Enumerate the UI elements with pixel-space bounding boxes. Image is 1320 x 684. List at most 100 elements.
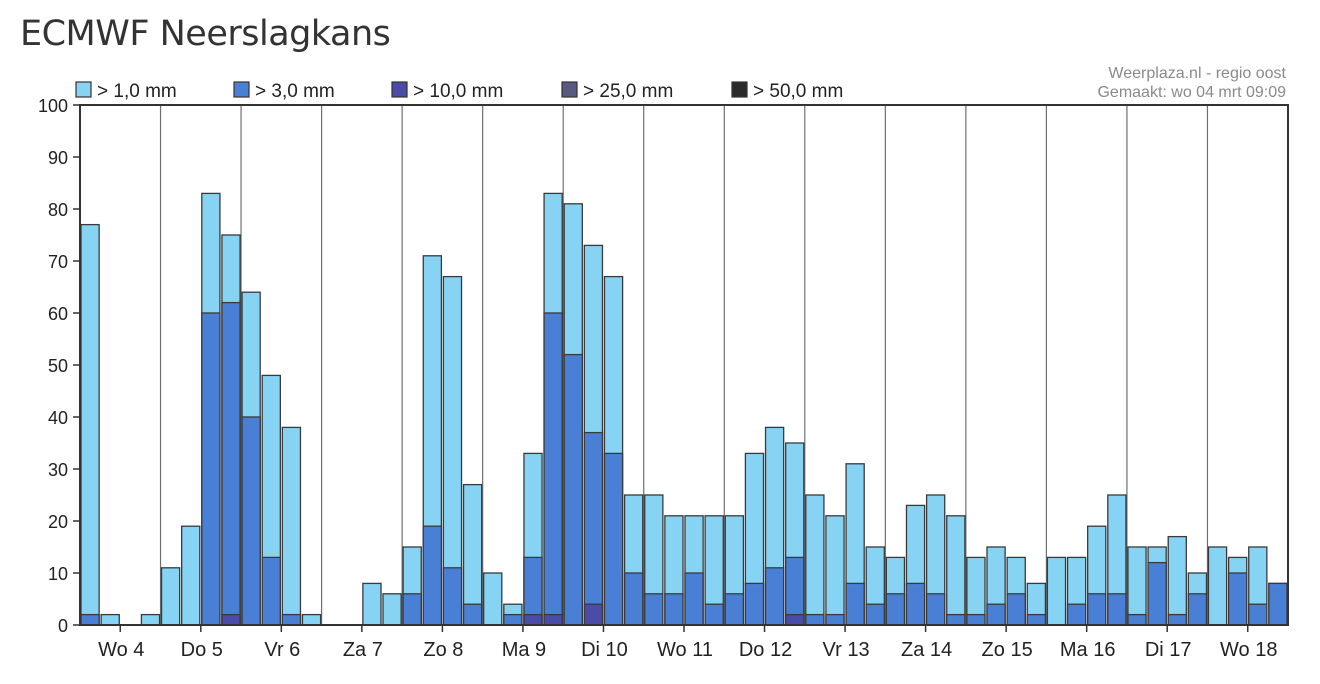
bar-series-1 [442,567,463,626]
legend-label: > 10,0 mm [413,81,503,102]
x-tick-label: Di 17 [1145,639,1192,661]
bars [80,192,1288,626]
x-tick-label: Zo 15 [982,639,1033,661]
bar-series-1 [221,301,241,626]
bar-series-0 [160,567,181,626]
plot-frame [79,104,1289,626]
legend-swatch [233,81,250,98]
x-tick-label: Do 12 [739,639,792,661]
x-tick-label: Do 5 [181,639,223,661]
legend-label: > 3,0 mm [255,81,335,102]
bar-series-1 [966,613,986,626]
x-tick-label: Wo 11 [657,639,713,661]
bar-series-2 [221,613,241,626]
legend-swatch [75,81,92,98]
day-gridlines [159,105,1209,625]
y-tick-label: 20 [48,512,68,532]
bar-series-1 [261,556,281,626]
bar-series-0 [1167,535,1187,626]
bar-series-0 [825,515,845,626]
bar-series-1 [704,603,724,626]
credit-source: Weerplaza.nl - regio oost [1108,65,1286,82]
bar-series-2 [785,613,805,626]
page-title: ECMWF Neerslagkans [20,14,391,54]
bar-series-1 [1107,593,1127,626]
y-tick-label: 50 [48,356,68,376]
bar-series-0 [181,525,201,626]
y-tick-label: 10 [48,564,68,584]
bar-series-1 [201,312,221,626]
bar-series-1 [1227,572,1248,626]
x-tick-label: Wo 4 [98,639,144,661]
bar-series-0 [946,515,966,626]
bar-series-0 [281,426,302,626]
credit-created: Gemaakt: wo 04 mrt 09:09 [1097,84,1286,101]
y-tick-label: 100 [38,96,68,116]
bar-series-1 [563,353,583,626]
legend-label: > 1,0 mm [97,81,177,102]
y-tick-label: 80 [48,200,68,220]
bar-series-1 [764,567,785,626]
legend-swatch [731,81,748,98]
legend-label: > 25,0 mm [583,81,673,102]
y-tick-label: 60 [48,304,68,324]
bar-series-0 [1046,556,1067,626]
bar-series-2 [523,613,543,626]
bar-series-1 [744,582,765,626]
bar-series-1 [885,593,906,626]
bar-series-1 [905,582,926,626]
y-tick-label: 70 [48,252,68,272]
bar-series-1 [724,593,745,626]
bar-series-1 [946,613,966,626]
bar-series-1 [583,431,604,626]
bar-series-0 [80,223,100,626]
legend-swatch [391,81,408,98]
legend-swatch [561,81,578,98]
x-tick-label: Zo 8 [423,639,463,661]
y-tick-label: 90 [48,148,68,168]
y-tick-label: 0 [58,616,68,636]
bar-series-1 [1187,593,1208,626]
bar-series-0 [140,613,161,626]
bar-series-1 [865,603,885,626]
y-axis: 0 10 20 30 40 50 60 70 80 90 100 [38,96,80,636]
bar-series-1 [603,452,624,626]
bar-series-1 [986,603,1006,626]
bar-series-1 [805,613,825,626]
bar-series-1 [925,593,946,626]
bar-series-1 [1006,593,1026,626]
bar-series-1 [1127,613,1147,626]
legend-label: > 50,0 mm [753,81,843,102]
bar-series-1 [503,613,523,626]
bar-series-1 [462,603,483,626]
bar-series-1 [80,613,100,626]
bar-series-0 [382,593,402,626]
bar-series-1 [1147,561,1167,626]
bar-series-1 [623,572,644,626]
y-tick-label: 40 [48,408,68,428]
bar-series-0 [1207,546,1228,626]
bar-series-0 [100,613,120,626]
bar-series-1 [684,572,704,626]
bar-series-1 [422,525,443,626]
x-tick-label: Wo 18 [1220,639,1277,661]
x-tick-label: Za 7 [343,639,383,661]
bar-series-1 [1026,613,1047,626]
x-tick-label: Za 14 [901,639,952,661]
bar-series-1 [845,582,865,626]
bar-series-0 [1127,546,1147,626]
bar-series-2 [543,613,563,626]
bar-series-1 [402,593,422,626]
bar-series-1 [1248,603,1268,626]
legend: > 1,0 mm > 3,0 mm > 10,0 mm > 25,0 mm > 50,0… [75,81,843,102]
x-tick-label: Ma 16 [1060,639,1116,661]
x-tick-label: Vr 6 [264,639,300,661]
bar-series-1 [543,312,563,626]
bar-series-0 [805,494,825,626]
bar-series-1 [281,613,302,626]
bar-series-1 [825,613,845,626]
x-tick-label: Vr 13 [823,639,870,661]
x-tick-label: Ma 9 [502,639,546,661]
bar-series-0 [362,582,382,626]
